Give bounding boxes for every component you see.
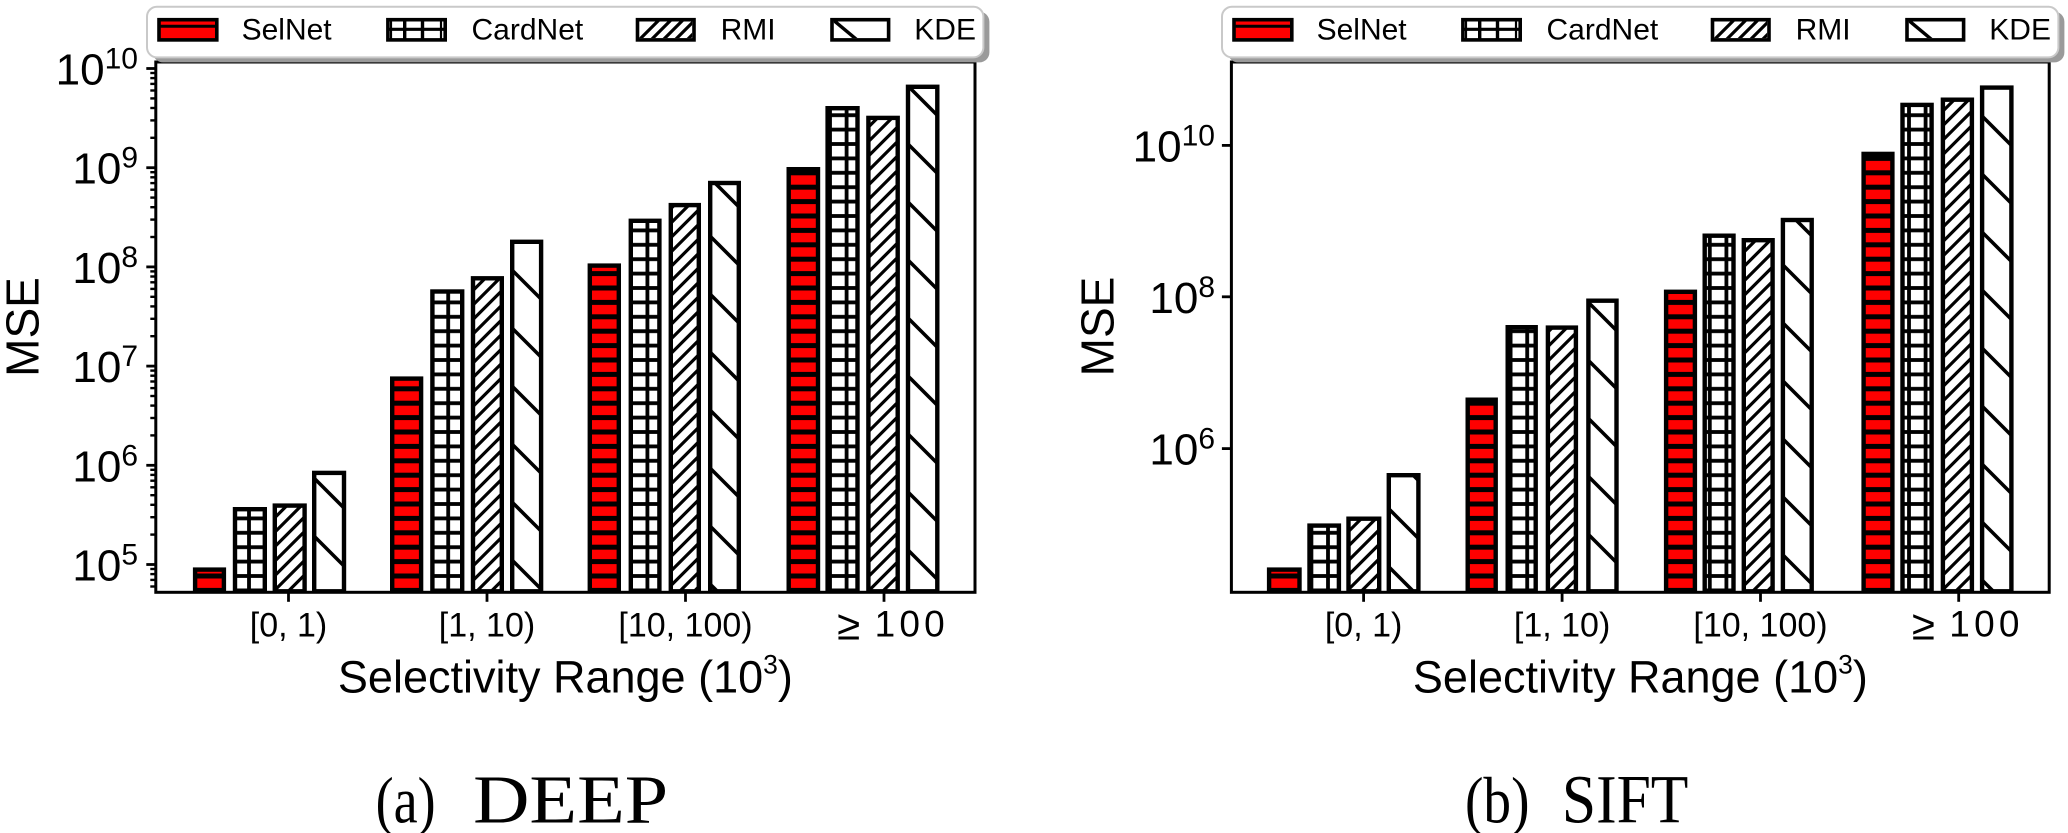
svg-text:(a): (a) xyxy=(376,765,436,833)
svg-text:≥ 100: ≥ 100 xyxy=(837,602,949,649)
svg-text:RMI: RMI xyxy=(721,14,776,47)
svg-text:KDE: KDE xyxy=(914,14,976,47)
svg-text:DEEP: DEEP xyxy=(473,762,668,833)
svg-text:SelNet: SelNet xyxy=(1317,14,1408,47)
svg-text:CardNet: CardNet xyxy=(472,14,584,47)
svg-text:KDE: KDE xyxy=(1989,14,2051,47)
svg-text:Selectivity Range (103): Selectivity Range (103) xyxy=(1413,649,1868,702)
svg-text:SelNet: SelNet xyxy=(242,14,333,47)
svg-text:RMI: RMI xyxy=(1796,14,1851,47)
svg-text:MSE: MSE xyxy=(0,277,49,377)
svg-text:[1, 10): [1, 10) xyxy=(439,607,535,645)
svg-text:107: 107 xyxy=(72,340,138,392)
svg-text:[0, 1): [0, 1) xyxy=(250,607,327,645)
svg-text:≥ 100: ≥ 100 xyxy=(1912,602,2024,649)
svg-text:SIFT: SIFT xyxy=(1562,762,1689,833)
svg-text:CardNet: CardNet xyxy=(1547,14,1659,47)
svg-text:[1, 10): [1, 10) xyxy=(1514,607,1610,645)
svg-text:[10, 100): [10, 100) xyxy=(1693,607,1827,645)
svg-text:[0, 1): [0, 1) xyxy=(1325,607,1402,645)
svg-text:Selectivity Range (103): Selectivity Range (103) xyxy=(338,649,793,702)
svg-text:(b): (b) xyxy=(1465,765,1530,833)
svg-text:MSE: MSE xyxy=(1072,277,1124,377)
svg-text:[10, 100): [10, 100) xyxy=(618,607,752,645)
